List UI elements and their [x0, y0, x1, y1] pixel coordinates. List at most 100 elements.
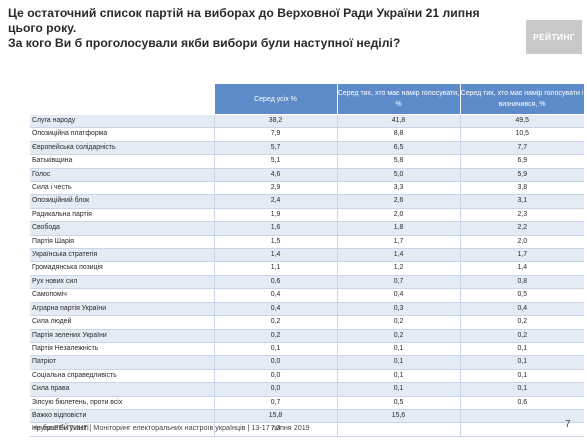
value-decided-cell: 1,4 — [459, 261, 584, 276]
party-name-cell: Українська стратегія — [30, 248, 214, 263]
party-name-cell: Не брав би участі — [30, 422, 214, 437]
value-all-cell: 5,1 — [213, 154, 337, 169]
table-row: Сила права 0,0 0,1 0,1 — [30, 382, 584, 397]
header-blank-cell — [30, 83, 214, 115]
table-row: Європейська солідарність 5,7 6,5 7,7 — [30, 141, 584, 156]
value-decided-cell: 7,7 — [459, 141, 584, 156]
table-row: Свобода 1,6 1,8 2,2 — [30, 221, 584, 236]
party-name-cell: Радикальна партія — [30, 208, 214, 223]
value-all-cell: 1,6 — [213, 221, 337, 236]
value-all-cell: 0,0 — [213, 355, 337, 370]
table-row: Зіпсую бюлетень, проти всіх 0,7 0,5 0,6 — [30, 396, 584, 410]
value-decided-cell: 0,1 — [459, 369, 584, 384]
party-name-cell: Партія зелених України — [30, 329, 214, 343]
value-decided-cell: 2,0 — [459, 235, 584, 250]
value-all-cell: 5,7 — [213, 141, 337, 156]
value-decided-cell: 3,1 — [459, 194, 584, 209]
value-decided-cell — [459, 422, 584, 437]
value-decided-cell: 0,2 — [459, 329, 584, 343]
value-decided-cell: 2,3 — [459, 208, 584, 223]
table-header-row: Серед усіх % Серед тих, хто має намір го… — [30, 83, 585, 115]
table-row: Соціальна справедливість 0,0 0,1 0,1 — [30, 369, 584, 384]
value-all-cell: 0,1 — [213, 342, 337, 357]
table-row: Українська стратегія 1,4 1,4 1,7 — [30, 248, 584, 263]
value-intend-cell: 0,4 — [336, 288, 460, 303]
value-decided-cell: 49,5 — [459, 114, 584, 129]
party-name-cell: Голос — [30, 168, 214, 183]
table-row: Опозиційний блок 2,4 2,6 3,1 — [30, 194, 584, 209]
value-decided-cell: 0,5 — [459, 288, 584, 303]
party-name-cell: Самопоміч — [30, 288, 214, 303]
value-all-cell: 0,0 — [213, 382, 337, 397]
value-decided-cell: 1,7 — [459, 248, 584, 263]
value-decided-cell: 5,9 — [459, 168, 584, 183]
party-name-cell: Опозиційна платформа — [30, 127, 214, 142]
table-row: Не брав би участі 7,3 — [30, 422, 584, 437]
value-intend-cell: 0,2 — [336, 315, 460, 330]
table-row: Патріот 0,0 0,1 0,1 — [30, 355, 584, 370]
value-all-cell: 7,9 — [213, 127, 337, 142]
value-decided-cell: 0,2 — [459, 315, 584, 330]
value-decided-cell: 0,6 — [459, 396, 584, 410]
table-row: Важко відповісти 15,8 15,6 — [30, 409, 584, 424]
party-name-cell: Європейська солідарність — [30, 141, 214, 156]
value-intend-cell: 2,0 — [336, 208, 460, 223]
value-intend-cell: 0,1 — [336, 342, 460, 357]
value-all-cell: 1,4 — [213, 248, 337, 263]
value-intend-cell: 0,5 — [336, 396, 460, 410]
header-intend: Серед тих, хто має намір голосувати, % — [336, 83, 461, 115]
party-name-cell: Сила права — [30, 382, 214, 397]
value-decided-cell: 10,5 — [459, 127, 584, 142]
value-all-cell: 4,6 — [213, 168, 337, 183]
value-all-cell: 0,6 — [213, 275, 337, 290]
table-row: Сила і честь 2,9 3,3 3,8 — [30, 181, 584, 196]
value-intend-cell: 5,8 — [336, 154, 460, 169]
value-decided-cell: 6,9 — [459, 154, 584, 169]
table-row: Партія Шарія 1,5 1,7 2,0 — [30, 235, 584, 250]
value-all-cell: 0,0 — [213, 369, 337, 384]
value-intend-cell — [336, 422, 460, 437]
page-number: 7 — [565, 419, 571, 430]
value-intend-cell: 0,7 — [336, 275, 460, 290]
value-all-cell: 0,2 — [213, 315, 337, 330]
value-decided-cell — [459, 409, 584, 424]
table-row: Самопоміч 0,4 0,4 0,5 — [30, 288, 584, 303]
value-intend-cell: 0,1 — [336, 369, 460, 384]
results-table: Серед усіх % Серед тих, хто має намір го… — [30, 83, 585, 437]
value-decided-cell: 3,8 — [459, 181, 584, 196]
slide-title: Це остаточний список партій на виборах д… — [8, 6, 513, 51]
value-intend-cell: 3,3 — [336, 181, 460, 196]
rating-logo: РЕЙТИНГ — [526, 20, 582, 54]
table-row: Слуга народу 38,2 41,8 49,5 — [30, 114, 584, 129]
value-decided-cell: 2,2 — [459, 221, 584, 236]
value-all-cell: 0,2 — [213, 329, 337, 343]
value-all-cell: 2,4 — [213, 194, 337, 209]
value-all-cell: 38,2 — [213, 114, 337, 129]
value-all-cell: 0,7 — [213, 396, 337, 410]
value-decided-cell: 0,8 — [459, 275, 584, 290]
table-row: Партія Незалежність 0,1 0,1 0,1 — [30, 342, 584, 357]
party-name-cell: Громадянська позиція — [30, 261, 214, 276]
value-decided-cell: 0,1 — [459, 342, 584, 357]
table-row: Голос 4,6 5,0 5,9 — [30, 168, 584, 183]
party-name-cell: Сила і честь — [30, 181, 214, 196]
value-intend-cell: 41,8 — [336, 114, 460, 129]
value-intend-cell: 1,8 — [336, 221, 460, 236]
value-all-cell: 1,1 — [213, 261, 337, 276]
value-decided-cell: 0,1 — [459, 382, 584, 397]
party-name-cell: Слуга народу — [30, 114, 214, 129]
value-all-cell: 1,5 — [213, 235, 337, 250]
table-row: Сила людей 0,2 0,2 0,2 — [30, 315, 584, 330]
party-name-cell: Аграрна партія України — [30, 302, 214, 317]
value-all-cell: 7,3 — [213, 422, 337, 437]
value-all-cell: 15,8 — [213, 409, 337, 424]
party-name-cell: Важко відповісти — [30, 409, 214, 424]
table-row: Партія зелених України 0,2 0,2 0,2 — [30, 329, 584, 343]
party-name-cell: Батьківщина — [30, 154, 214, 169]
party-name-cell: Рух нових сил — [30, 275, 214, 290]
footer-text: група РЕЙТИНГ | Моніторинг електоральних… — [34, 423, 310, 432]
table-row: Громадянська позиція 1,1 1,2 1,4 — [30, 261, 584, 276]
value-intend-cell: 6,5 — [336, 141, 460, 156]
party-name-cell: Патріот — [30, 355, 214, 370]
value-decided-cell: 0,4 — [459, 302, 584, 317]
